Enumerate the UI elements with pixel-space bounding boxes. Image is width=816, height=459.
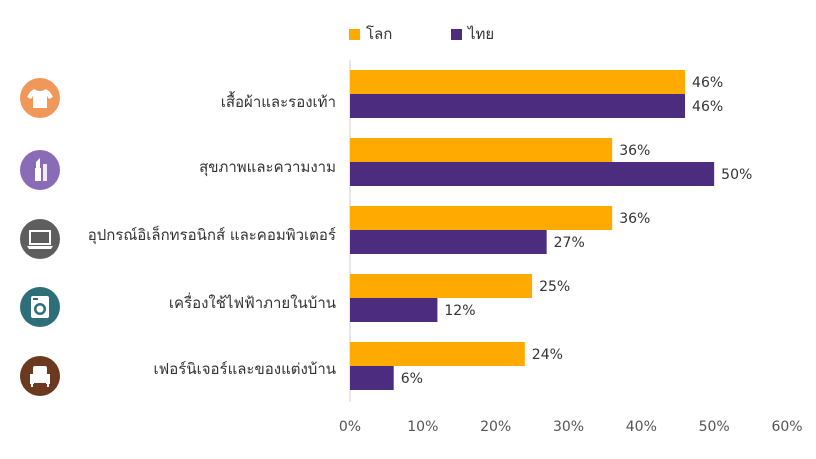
- bar-world-3: [350, 274, 533, 298]
- tshirt-icon: [20, 78, 60, 118]
- legend-swatch-world: [349, 28, 360, 40]
- x-tick-label-40: 40%: [626, 419, 657, 435]
- laptop-icon: [20, 219, 60, 259]
- data-label-world-2: 36%: [619, 211, 650, 227]
- bar-thai-4: [350, 366, 394, 390]
- lipstick-icon: [20, 150, 60, 190]
- x-tick-label-60: 60%: [771, 419, 802, 435]
- bar-world-0: [350, 70, 686, 94]
- bar-world-1: [350, 138, 613, 162]
- armchair-icon: [20, 356, 60, 396]
- data-label-world-3: 25%: [539, 279, 570, 295]
- data-label-world-0: 46%: [692, 75, 723, 91]
- bars-group: [350, 70, 715, 390]
- legend-label-world: โลก: [366, 25, 393, 43]
- legend-item-world: โลก: [349, 22, 392, 46]
- bar-world-2: [350, 206, 613, 230]
- category-label-clothing: เสื้อผ้าและรองเท้า: [220, 93, 336, 111]
- x-tick-label-0: 0%: [339, 419, 361, 435]
- data-label-thai-3: 12%: [444, 303, 475, 319]
- bar-thai-3: [350, 298, 438, 322]
- x-tick-label-30: 30%: [553, 419, 584, 435]
- data-label-thai-1: 50%: [721, 167, 752, 183]
- data-label-world-1: 36%: [619, 143, 650, 159]
- bar-world-4: [350, 342, 525, 366]
- x-tick-label-20: 20%: [480, 419, 511, 435]
- data-label-thai-4: 6%: [401, 371, 423, 387]
- category-label-appliances: เครื่องใช้ไฟฟ้าภายในบ้าน: [168, 294, 336, 312]
- category-label-electronics: อุปกรณ์อิเล็กทรอนิกส์ และคอมพิวเตอร์: [87, 226, 336, 244]
- bar-thai-2: [350, 230, 547, 254]
- data-label-thai-0: 46%: [692, 99, 723, 115]
- legend-swatch-thai: [451, 28, 462, 40]
- category-label-beauty: สุขภาพและความงาม: [199, 158, 336, 176]
- legend-label-thai: ไทย: [468, 25, 495, 43]
- category-label-furniture: เฟอร์นิเจอร์และของแต่งบ้าน: [153, 360, 336, 378]
- x-tick-label-50: 50%: [699, 419, 730, 435]
- bar-thai-0: [350, 94, 686, 118]
- legend-item-thai: ไทย: [451, 22, 494, 46]
- x-tick-labels-group: 0% 10% 20% 30% 40% 50% 60%: [339, 419, 803, 435]
- data-label-thai-2: 27%: [554, 235, 585, 251]
- bar-labels-group: 46% 46% 36% 50% 36% 27% 25% 12% 24% 6%: [401, 75, 753, 387]
- washing-machine-icon: [20, 287, 60, 327]
- bar-thai-1: [350, 162, 715, 186]
- data-label-world-4: 24%: [532, 347, 563, 363]
- x-tick-label-10: 10%: [407, 419, 438, 435]
